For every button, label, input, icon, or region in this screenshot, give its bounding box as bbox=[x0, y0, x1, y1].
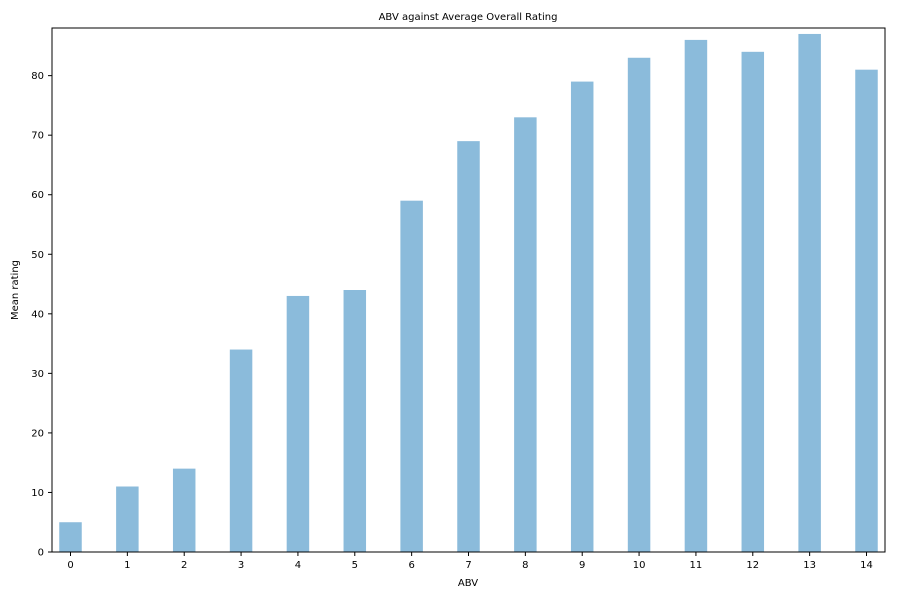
bar-6 bbox=[400, 200, 423, 552]
y-axis-label: Mean rating bbox=[10, 260, 21, 320]
y-tick-label: 80 bbox=[31, 71, 44, 82]
y-axis: 0 10 20 30 40 50 60 70 80 bbox=[31, 71, 52, 559]
y-tick-label: 40 bbox=[31, 309, 44, 320]
y-tick-label: 10 bbox=[31, 488, 44, 499]
y-tick-label: 70 bbox=[31, 131, 44, 142]
x-tick-label: 7 bbox=[465, 560, 471, 571]
x-tick-label: 3 bbox=[238, 560, 244, 571]
x-tick-label: 14 bbox=[860, 560, 873, 571]
y-tick-label: 30 bbox=[31, 369, 44, 380]
y-tick-label: 60 bbox=[31, 190, 44, 201]
bar-12 bbox=[741, 51, 765, 552]
bar-13 bbox=[798, 33, 821, 552]
bar-3 bbox=[229, 349, 253, 552]
y-tick-label: 0 bbox=[38, 548, 44, 559]
bar-4 bbox=[286, 295, 310, 552]
bar-2 bbox=[172, 468, 196, 552]
x-tick-label: 10 bbox=[633, 560, 646, 571]
y-tick-label: 20 bbox=[31, 428, 44, 439]
x-tick-label: 9 bbox=[579, 560, 585, 571]
bar-9 bbox=[570, 81, 594, 552]
plot-frame bbox=[51, 27, 886, 553]
x-axis: 0 1 2 3 4 5 6 7 8 9 10 11 12 13 14 bbox=[67, 552, 873, 571]
x-axis-label: ABV bbox=[458, 578, 478, 589]
x-tick-label: 13 bbox=[803, 560, 816, 571]
x-tick-label: 2 bbox=[181, 560, 187, 571]
x-tick-label: 8 bbox=[522, 560, 528, 571]
x-tick-label: 11 bbox=[690, 560, 703, 571]
bar-14 bbox=[855, 69, 878, 553]
x-tick-label: 6 bbox=[408, 560, 414, 571]
y-tick-label: 50 bbox=[31, 250, 44, 261]
chart-title: ABV against Average Overall Rating bbox=[379, 12, 558, 23]
bar-10 bbox=[627, 57, 651, 553]
bar-1 bbox=[116, 486, 139, 552]
x-tick-label: 5 bbox=[352, 560, 358, 571]
bar-8 bbox=[514, 117, 537, 552]
bar-5 bbox=[343, 290, 367, 552]
bars-layer bbox=[59, 33, 878, 553]
x-tick-label: 1 bbox=[124, 560, 130, 571]
x-tick-label: 12 bbox=[746, 560, 759, 571]
bar-7 bbox=[457, 141, 480, 552]
x-tick-label: 0 bbox=[67, 560, 73, 571]
x-tick-label: 4 bbox=[295, 560, 301, 571]
bar-0 bbox=[59, 522, 82, 552]
bar-11 bbox=[684, 39, 708, 553]
